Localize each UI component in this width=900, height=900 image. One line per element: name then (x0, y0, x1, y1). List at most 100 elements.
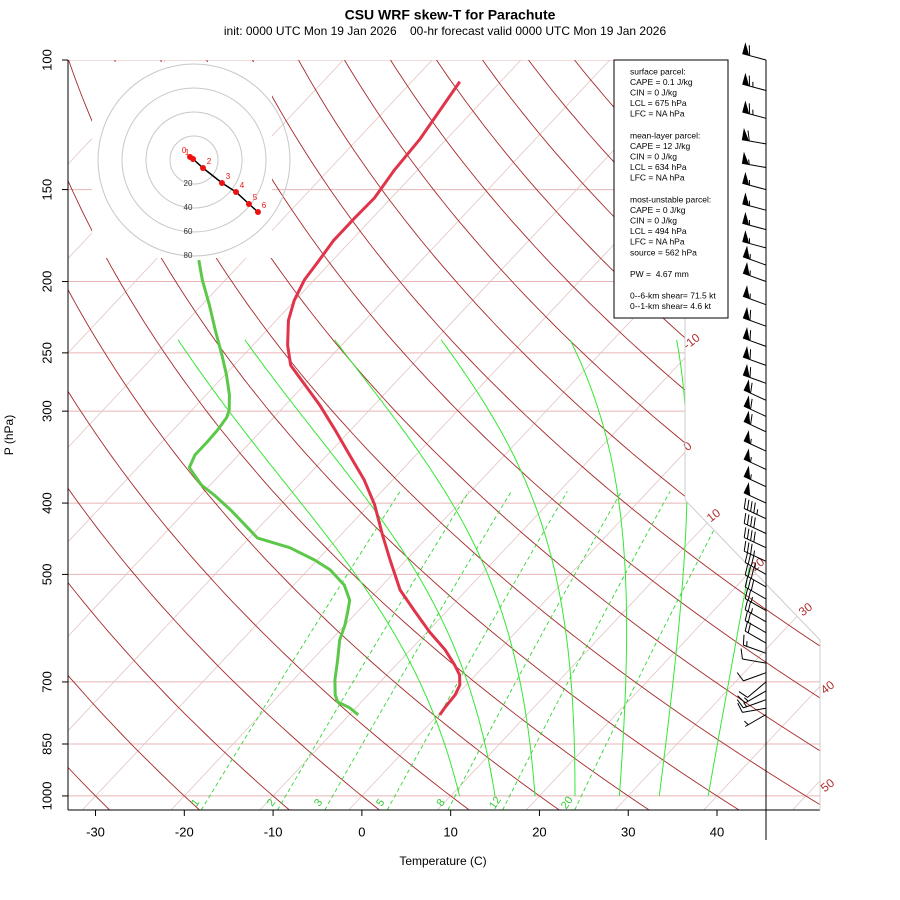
x-tick-label: 20 (532, 824, 546, 839)
mixing-ratio-line (277, 491, 470, 810)
dry-adiabat (68, 60, 290, 810)
mixing-ratio-line (574, 491, 735, 810)
wind-barb (744, 610, 767, 634)
wind-barb (742, 100, 767, 119)
hodograph-ring (121, 87, 267, 233)
info-line: LCL = 494 hPa (630, 226, 687, 236)
wind-barb (743, 498, 767, 520)
dry-adiabat (68, 60, 200, 810)
chart-subtitle: init: 0000 UTC Mon 19 Jan 2026 00-hr for… (224, 24, 667, 38)
temperature-line (286, 80, 462, 716)
mixing-ratio-line (502, 491, 671, 810)
wind-barb (741, 127, 767, 145)
moist-adiabat (569, 339, 628, 796)
info-line: CIN = 0 J/kg (630, 151, 677, 161)
hodograph-ring-label: 40 (184, 203, 193, 212)
hodograph-ring-label: 80 (184, 251, 193, 260)
info-line: mean-layer parcel: (630, 130, 700, 140)
hodograph-point (200, 165, 206, 172)
wind-barb (742, 262, 767, 282)
wind-barb (737, 702, 767, 713)
info-line: CIN = 0 J/kg (630, 87, 677, 97)
wind-barb (743, 482, 767, 504)
dry-adiabat (482, 60, 820, 810)
x-tick-label: 10 (443, 824, 457, 839)
wind-barb (743, 395, 767, 417)
mixing-ratio-label: 8 (434, 797, 447, 809)
moist-adiabat (334, 339, 536, 796)
wind-barb (743, 465, 767, 488)
wind-barb (742, 42, 767, 61)
dewpoint-line (187, 259, 360, 717)
mixing-ratio-line (324, 491, 512, 810)
hodograph-point (190, 156, 197, 163)
hodograph-ring (145, 111, 243, 209)
dry-adiabat (68, 60, 560, 810)
hodograph-height-label: 0 (182, 146, 187, 155)
mixing-ratio-label: 5 (374, 797, 387, 809)
wind-barb (743, 410, 767, 433)
mixing-ratio-label: 1 (189, 797, 202, 809)
wind-barb (744, 714, 767, 727)
isotherm (68, 60, 611, 810)
foreground-layer: 1001502002503004005007008501000-10010203… (39, 42, 837, 840)
wind-barb (742, 326, 767, 347)
wind-barb (743, 527, 767, 549)
y-tick-label: 400 (39, 492, 54, 514)
wind-barb (742, 634, 767, 654)
x-tick-label: 30 (621, 824, 635, 839)
dry-adiabat (68, 60, 470, 810)
isotherm (259, 60, 820, 810)
y-tick-label: 500 (39, 564, 54, 586)
info-line: LCL = 634 hPa (630, 162, 687, 172)
mixing-ratio-label: 3 (312, 797, 325, 809)
wind-barb (742, 306, 767, 327)
isotherm (68, 60, 699, 810)
wind-barb (740, 648, 767, 664)
wind-barb (744, 552, 767, 575)
y-axis-label: P (hPa) (2, 415, 16, 455)
dry-adiabat (68, 60, 380, 810)
isotherm (525, 60, 820, 810)
x-tick-label: 0 (358, 824, 365, 839)
info-line: LFC = NA hPa (630, 237, 685, 247)
hodograph-height-label: 5 (253, 193, 258, 202)
hodograph-ring-label: 60 (184, 227, 193, 236)
wind-barb (744, 576, 767, 600)
info-line: LFC = NA hPa (630, 173, 685, 183)
hodograph-height-label: 2 (207, 157, 212, 166)
wind-barb (736, 699, 767, 709)
wind-barb (742, 245, 767, 266)
wind-barb (744, 588, 767, 612)
dry-adiabat (298, 60, 820, 810)
info-line: LFC = NA hPa (630, 109, 685, 119)
wind-barb (743, 379, 767, 401)
dry-adiabat (252, 60, 820, 810)
info-box (613, 59, 729, 319)
wind-barb (743, 448, 767, 470)
wind-barb (742, 285, 767, 306)
isotherm (614, 60, 820, 810)
x-tick-label: -10 (264, 824, 283, 839)
wind-barb (742, 211, 767, 231)
mixing-ratio-line (447, 491, 622, 810)
isotherm (68, 60, 433, 810)
wind-barb (744, 620, 767, 644)
hodograph-point (254, 208, 261, 215)
info-line: CIN = 0 J/kg (630, 215, 677, 225)
wind-barb (736, 672, 767, 682)
info-line: CAPE = 0 J/kg (630, 205, 686, 215)
wind-barb (744, 599, 767, 623)
info-line: 0--6-km shear= 71.5 kt (630, 290, 716, 300)
x-tick-label: -30 (86, 824, 105, 839)
mixing-ratio-label: 2 (265, 797, 278, 809)
y-tick-label: 200 (39, 271, 54, 293)
dry-adiabat (206, 60, 820, 810)
info-line: CAPE = 0.1 J/kg (630, 77, 693, 87)
hodograph-point (233, 189, 239, 196)
mixing-ratio-label: 20 (559, 794, 576, 811)
hodograph-ring-label: 20 (184, 179, 193, 188)
wind-barb (742, 72, 767, 91)
